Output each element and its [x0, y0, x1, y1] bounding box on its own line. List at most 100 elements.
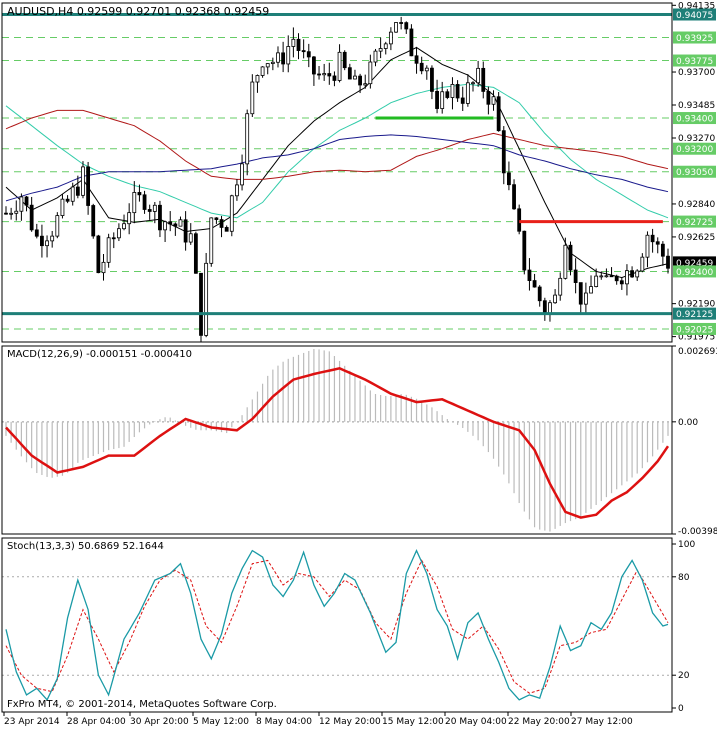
candle-body — [281, 52, 286, 65]
candle-body — [317, 73, 321, 76]
candle-body — [522, 230, 527, 271]
candle-body — [219, 219, 224, 228]
stochastic-panel[interactable] — [2, 549, 672, 701]
candle-body — [491, 96, 496, 105]
candle-body — [291, 38, 296, 47]
candle-body — [460, 97, 465, 104]
candle-body — [383, 43, 388, 49]
candle-body — [563, 244, 568, 279]
candle-body — [332, 75, 337, 81]
chart-title: AUDUSD,H4 0.92599 0.92701 0.92368 0.9245… — [7, 5, 269, 18]
macd-title: MACD(12,26,9) -0.000151 -0.000410 — [7, 349, 192, 360]
copyright-text: FxPro MT4, © 2001-2014, MetaQuotes Softw… — [7, 699, 277, 710]
candle-body — [188, 233, 193, 243]
candle-body — [512, 184, 516, 210]
candle-body — [558, 277, 563, 296]
candle-body — [183, 219, 188, 243]
candle-body — [650, 234, 655, 243]
candle-body — [388, 31, 393, 45]
stoch-signal-line — [5, 559, 669, 694]
candle-body — [465, 82, 470, 104]
candle-body — [537, 286, 542, 302]
candle-body — [96, 235, 101, 274]
level-label-text: 0.93775 — [676, 57, 713, 67]
candle-body — [255, 75, 260, 83]
candle-body — [666, 255, 670, 269]
candle-body — [296, 38, 301, 51]
level-label-box — [673, 142, 716, 155]
moving-average-teal — [5, 83, 669, 219]
candle-body — [250, 81, 255, 115]
candle-body — [450, 84, 455, 98]
candle-body — [147, 209, 152, 212]
candle-body — [327, 73, 332, 77]
stoch-main-line — [5, 549, 669, 701]
candle-body — [65, 198, 70, 202]
level-label-text: 0.92400 — [676, 268, 713, 278]
candle-body — [168, 221, 173, 225]
candle-body — [199, 272, 203, 336]
candle-body — [132, 192, 137, 214]
level-label-box — [673, 165, 716, 178]
macd-panel[interactable] — [2, 349, 672, 532]
macd-signal-line — [5, 366, 670, 519]
level-label-box — [673, 31, 716, 44]
candle-body — [481, 67, 486, 92]
candle-body — [645, 234, 650, 258]
stoch-tick-label: 20 — [678, 671, 690, 681]
moving-average-navy — [5, 134, 669, 202]
candle-body — [34, 229, 39, 237]
time-tick-label: 30 Apr 20:00 — [130, 717, 189, 727]
level-label-box — [673, 256, 716, 269]
moving-average-darkred — [5, 109, 669, 180]
candle-body — [589, 286, 593, 294]
candle-body — [270, 61, 275, 64]
candle-body — [4, 212, 8, 215]
candle-body — [70, 186, 75, 202]
stoch-tick-label: 80 — [678, 573, 690, 583]
candle-body — [532, 280, 537, 288]
stoch-title: Stoch(13,3,3) 50.6869 52.1644 — [7, 541, 164, 552]
candle-body — [276, 52, 280, 63]
candle-body — [409, 28, 414, 57]
macd-tick-label: -0.003984 — [678, 527, 717, 537]
candle-body — [178, 219, 183, 227]
candle-body — [501, 130, 506, 174]
candle-body — [158, 204, 162, 231]
candle-body — [24, 196, 29, 206]
candle-body — [604, 275, 609, 278]
candle-body — [152, 204, 157, 212]
level-label-box — [673, 112, 716, 125]
level-label-text: 0.93925 — [676, 34, 713, 44]
level-label-box — [673, 54, 716, 67]
candle-body — [435, 90, 439, 109]
macd-panel-frame — [1, 345, 673, 535]
time-tick-label: 12 May 20:00 — [319, 717, 381, 727]
time-tick-label: 15 May 12:00 — [382, 717, 444, 727]
candle-body — [322, 73, 327, 76]
candle-body — [614, 275, 619, 282]
candle-body — [106, 237, 111, 263]
macd-tick-label: 0.002693 — [678, 347, 717, 357]
candle-body — [137, 192, 142, 196]
price-tick-label: 0.93485 — [678, 101, 715, 111]
price-tick-label: 0.93270 — [678, 134, 715, 144]
level-label-box — [673, 215, 716, 228]
level-label-text: 0.92025 — [676, 325, 713, 335]
candle-body — [142, 194, 147, 210]
price-panel[interactable] — [2, 13, 672, 342]
candle-body — [50, 235, 55, 242]
candle-body — [204, 262, 209, 336]
candle-body — [265, 63, 270, 68]
candle-body — [594, 275, 599, 287]
candle-body — [209, 217, 214, 264]
candle-body — [111, 237, 116, 240]
candle-body — [430, 67, 434, 92]
candle-body — [373, 50, 378, 63]
candle-body — [640, 256, 645, 272]
stoch-tick-label: 0 — [678, 704, 684, 714]
level-label-text: 0.92725 — [676, 218, 713, 228]
time-tick-label: 20 May 04:00 — [445, 717, 507, 727]
candle-body — [14, 210, 19, 214]
